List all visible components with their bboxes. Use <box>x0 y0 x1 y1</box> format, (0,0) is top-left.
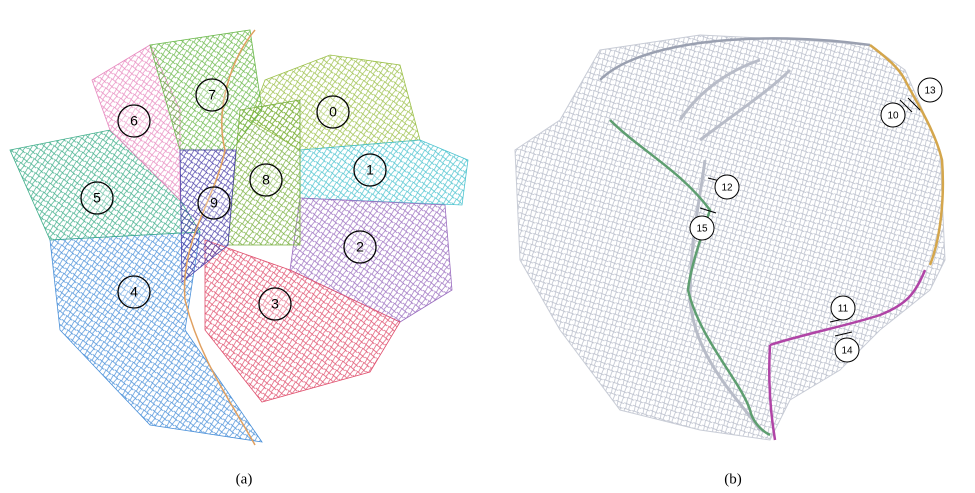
district-label: 1 <box>366 162 374 178</box>
label-circle <box>117 104 151 138</box>
arrows <box>699 97 921 337</box>
caption: (a) <box>236 471 253 487</box>
route-label: 14 <box>841 346 853 357</box>
road <box>599 37 871 81</box>
street-network <box>514 34 946 441</box>
river <box>183 29 256 446</box>
district <box>179 149 237 283</box>
map-a: 0 1 2 3 4 5 6 7 8 9 <box>9 29 469 446</box>
label-circle <box>834 337 860 363</box>
district-label: 5 <box>93 190 101 206</box>
route-orange <box>869 44 945 266</box>
route-green <box>609 119 771 437</box>
district-label: 3 <box>271 296 279 312</box>
district <box>289 197 453 323</box>
label-circle <box>249 163 283 197</box>
district-label: 2 <box>356 239 364 255</box>
map-b: 10 11 12 13 14 15 <box>514 34 946 441</box>
caption: (b) <box>724 471 742 487</box>
district-label: 8 <box>262 172 270 188</box>
label-circle <box>689 215 715 241</box>
label-circle <box>197 186 231 220</box>
label-circle <box>316 95 350 129</box>
district-label: 0 <box>329 104 337 120</box>
label-circle <box>917 77 943 103</box>
label-circle <box>80 181 114 215</box>
label-circle <box>353 153 387 187</box>
label-circle <box>830 295 856 321</box>
district-label: 7 <box>208 87 216 103</box>
route-label: 10 <box>887 111 899 122</box>
route-label: 11 <box>838 304 849 315</box>
route-purple <box>768 269 927 441</box>
label-circle <box>117 275 151 309</box>
label-circle <box>258 287 292 321</box>
district-label: 9 <box>210 195 218 211</box>
route-label: 15 <box>696 224 708 235</box>
route-label: 13 <box>924 86 936 97</box>
label-circle <box>714 174 740 200</box>
district <box>204 239 401 403</box>
district-label: 6 <box>130 113 138 129</box>
route-label: 12 <box>721 183 733 194</box>
label-circle <box>343 230 377 264</box>
label-circle <box>880 102 906 128</box>
label-circle <box>195 78 229 112</box>
district-label: 4 <box>130 284 138 300</box>
